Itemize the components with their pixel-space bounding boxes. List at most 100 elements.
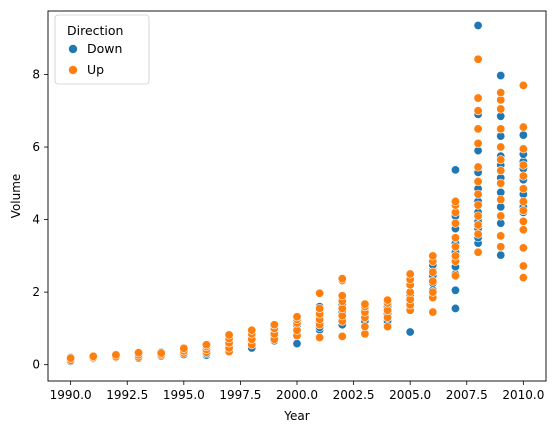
x-tick-label: 1990.0 (50, 388, 92, 402)
point-up-36 (315, 332, 325, 342)
point-up-101 (496, 178, 506, 188)
point-up-100 (496, 195, 506, 205)
point-up-49 (337, 274, 347, 284)
y-axis-label: Volume (9, 174, 23, 219)
point-down-76 (450, 165, 460, 175)
legend-box (54, 14, 150, 85)
point-down-56 (405, 327, 415, 337)
point-up-112 (518, 225, 528, 235)
x-tick-label: 1997.5 (219, 388, 261, 402)
point-up-84 (473, 247, 483, 257)
x-tick-label: 2005.0 (389, 388, 431, 402)
point-up-26 (247, 325, 257, 335)
point-up-67 (405, 269, 415, 279)
x-tick-label: 2000.0 (276, 388, 318, 402)
point-up-104 (496, 142, 506, 152)
point-up-3 (88, 351, 98, 361)
point-up-94 (473, 106, 483, 116)
point-up-60 (383, 295, 393, 305)
point-up-13 (179, 343, 189, 353)
x-tick-label: 2007.5 (446, 388, 488, 402)
point-up-47 (337, 291, 347, 301)
y-tick-label: 2 (32, 285, 40, 299)
point-up-83 (450, 196, 460, 206)
point-up-91 (473, 162, 483, 172)
point-up-51 (360, 322, 370, 332)
point-up-96 (473, 54, 483, 64)
point-up-68 (428, 307, 438, 317)
point-up-120 (518, 122, 528, 132)
point-up-30 (269, 320, 279, 330)
point-up-10 (156, 348, 166, 358)
point-up-88 (473, 200, 483, 210)
point-up-90 (473, 176, 483, 186)
legend: Direction Down Up (54, 14, 150, 85)
point-down-67 (450, 303, 460, 313)
x-axis: 1990.0 1992.5 1995.0 1997.5 2000.0 2002.5 2005… (50, 381, 544, 402)
points-layer (66, 21, 528, 366)
point-up-72 (428, 267, 438, 277)
point-down-68 (450, 285, 460, 295)
point-up-121 (518, 80, 528, 90)
legend-marker-up (68, 65, 78, 75)
point-up-78 (450, 242, 460, 252)
point-up-75 (450, 271, 460, 281)
point-up-22 (224, 330, 234, 340)
point-up-116 (518, 184, 528, 194)
y-tick-label: 8 (32, 67, 40, 81)
legend-label-up: Up (87, 62, 104, 77)
point-up-17 (201, 340, 211, 350)
point-up-103 (496, 155, 506, 165)
point-up-106 (496, 104, 506, 114)
point-up-74 (428, 251, 438, 261)
point-up-71 (428, 276, 438, 286)
point-up-110 (518, 261, 528, 271)
point-up-119 (518, 144, 528, 154)
point-down-32 (292, 339, 302, 349)
x-axis-label: Year (283, 409, 309, 423)
point-up-86 (473, 220, 483, 230)
x-tick-label: 2010.0 (502, 388, 544, 402)
point-up-105 (496, 124, 506, 134)
x-tick-label: 1992.5 (106, 388, 148, 402)
point-up-70 (428, 287, 438, 297)
point-up-55 (360, 299, 370, 309)
point-up-111 (518, 243, 528, 253)
point-up-114 (518, 206, 528, 216)
point-up-118 (518, 160, 528, 170)
point-up-115 (518, 196, 528, 206)
point-up-80 (450, 218, 460, 228)
point-up-97 (496, 242, 506, 252)
x-tick-label: 1995.0 (163, 388, 205, 402)
legend-marker-down (68, 44, 78, 54)
point-up-41 (315, 288, 325, 298)
x-tick-label: 2002.5 (333, 388, 375, 402)
point-up-117 (518, 171, 528, 181)
point-up-42 (337, 331, 347, 341)
point-up-79 (450, 233, 460, 243)
legend-label-down: Down (87, 41, 122, 56)
point-up-92 (473, 138, 483, 148)
point-up-87 (473, 211, 483, 221)
legend-title: Direction (67, 23, 123, 38)
y-tick-label: 6 (32, 140, 40, 154)
point-up-56 (383, 322, 393, 332)
point-up-1 (66, 353, 76, 363)
point-up-102 (496, 166, 506, 176)
point-up-8 (134, 348, 144, 358)
y-axis: 0 2 4 6 8 (32, 67, 48, 372)
point-down-106 (518, 130, 528, 140)
point-up-40 (315, 303, 325, 313)
point-up-99 (496, 211, 506, 221)
point-up-35 (292, 312, 302, 322)
point-up-109 (518, 273, 528, 283)
point-down-97 (496, 71, 506, 81)
y-tick-label: 0 (32, 358, 40, 372)
point-up-98 (496, 231, 506, 241)
point-up-93 (473, 124, 483, 134)
point-up-77 (450, 251, 460, 261)
point-down-87 (473, 21, 483, 31)
y-tick-label: 4 (32, 213, 40, 227)
